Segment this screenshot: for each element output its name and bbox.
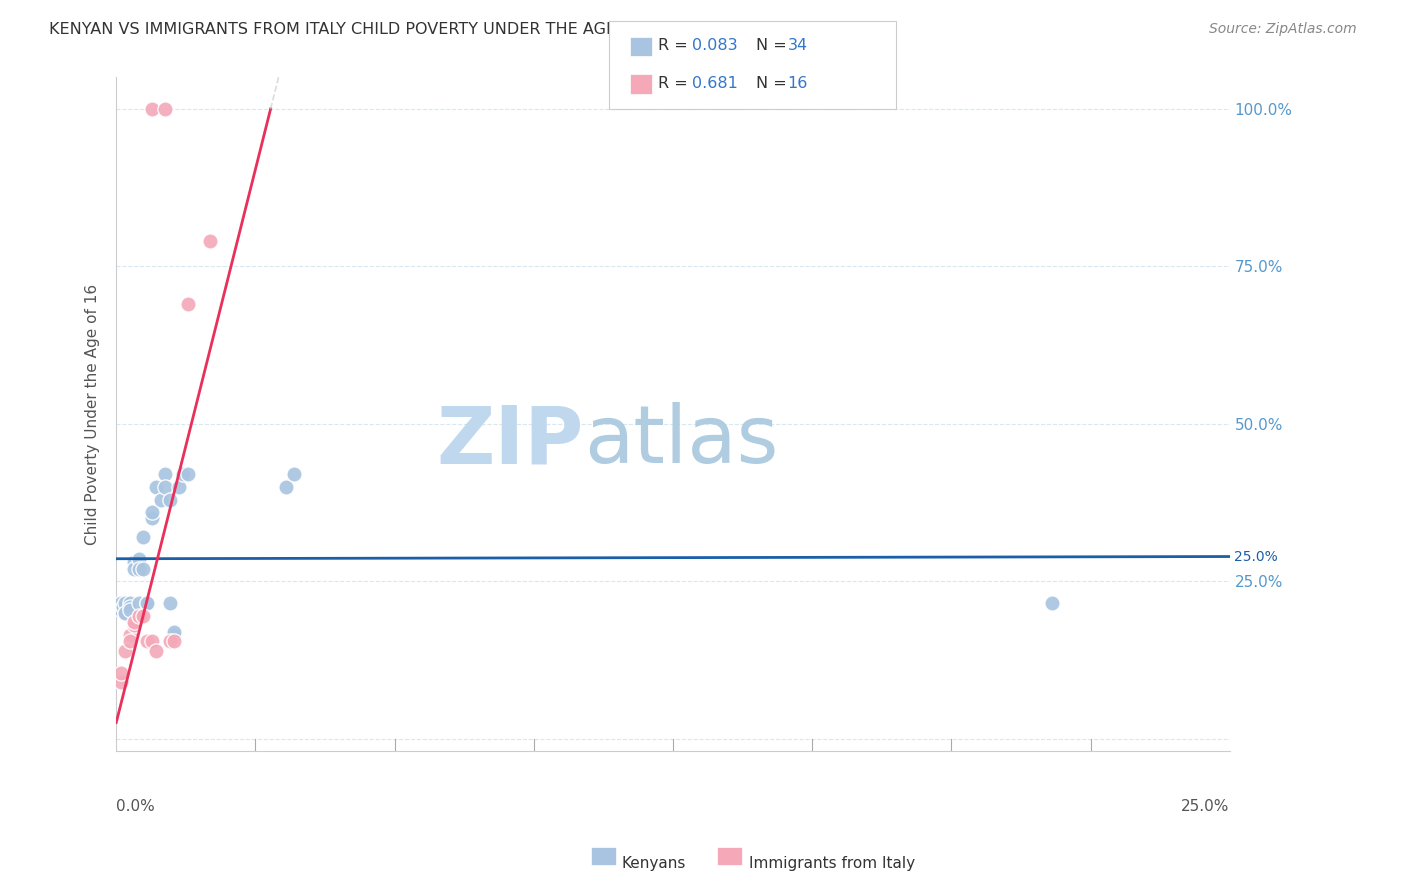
Point	[155, 467, 177, 482]
Point	[118, 603, 141, 617]
Point	[141, 505, 163, 519]
Point	[172, 467, 194, 482]
Point	[145, 643, 167, 657]
Text: 0.681: 0.681	[692, 76, 738, 91]
Point	[128, 562, 150, 576]
Point	[167, 480, 190, 494]
Text: 0.083: 0.083	[692, 38, 737, 54]
Point	[163, 634, 186, 648]
Point	[159, 492, 181, 507]
Point	[114, 643, 136, 657]
Point	[136, 634, 159, 648]
Point	[122, 615, 145, 630]
Point	[132, 530, 155, 544]
Text: N =: N =	[756, 38, 793, 54]
Text: 25.0%: 25.0%	[1234, 549, 1278, 564]
Point	[118, 628, 141, 642]
Point	[155, 102, 177, 116]
Text: Kenyans: Kenyans	[621, 856, 686, 871]
Y-axis label: Child Poverty Under the Age of 16: Child Poverty Under the Age of 16	[86, 284, 100, 545]
Point	[176, 467, 198, 482]
Point	[155, 480, 177, 494]
Point	[274, 480, 297, 494]
Point	[118, 634, 141, 648]
Text: 34: 34	[787, 38, 807, 54]
Point	[118, 597, 141, 611]
Point	[145, 480, 167, 494]
Point	[110, 603, 132, 617]
Point	[176, 297, 198, 311]
Point	[141, 511, 163, 525]
Point	[149, 492, 172, 507]
Text: N =: N =	[756, 76, 793, 91]
Point	[159, 597, 181, 611]
Point	[110, 597, 132, 611]
Text: KENYAN VS IMMIGRANTS FROM ITALY CHILD POVERTY UNDER THE AGE OF 16 CORRELATION CH: KENYAN VS IMMIGRANTS FROM ITALY CHILD PO…	[49, 22, 848, 37]
Text: Source: ZipAtlas.com: Source: ZipAtlas.com	[1209, 22, 1357, 37]
Text: R =: R =	[658, 76, 693, 91]
Point	[110, 675, 132, 690]
Text: Immigrants from Italy: Immigrants from Italy	[749, 856, 915, 871]
Point	[122, 556, 145, 570]
Point	[128, 609, 150, 624]
Point	[132, 562, 155, 576]
Point	[141, 634, 163, 648]
Point	[118, 599, 141, 614]
Point	[1040, 597, 1063, 611]
Text: 0.0%: 0.0%	[117, 798, 155, 814]
Point	[128, 597, 150, 611]
Point	[128, 552, 150, 566]
Point	[122, 618, 145, 632]
Text: ZIP: ZIP	[437, 402, 583, 481]
Point	[132, 609, 155, 624]
Point	[114, 606, 136, 620]
Text: 16: 16	[787, 76, 807, 91]
Point	[163, 624, 186, 639]
Point	[136, 597, 159, 611]
Text: R =: R =	[658, 38, 693, 54]
Text: 25.0%: 25.0%	[1181, 798, 1230, 814]
Point	[159, 634, 181, 648]
Point	[163, 628, 186, 642]
Point	[122, 562, 145, 576]
Point	[111, 599, 134, 614]
Point	[141, 102, 163, 116]
Text: atlas: atlas	[583, 402, 779, 481]
Point	[114, 606, 136, 620]
Point	[136, 597, 159, 611]
Point	[198, 234, 221, 248]
Point	[110, 665, 132, 680]
Point	[114, 597, 136, 611]
Point	[283, 467, 305, 482]
